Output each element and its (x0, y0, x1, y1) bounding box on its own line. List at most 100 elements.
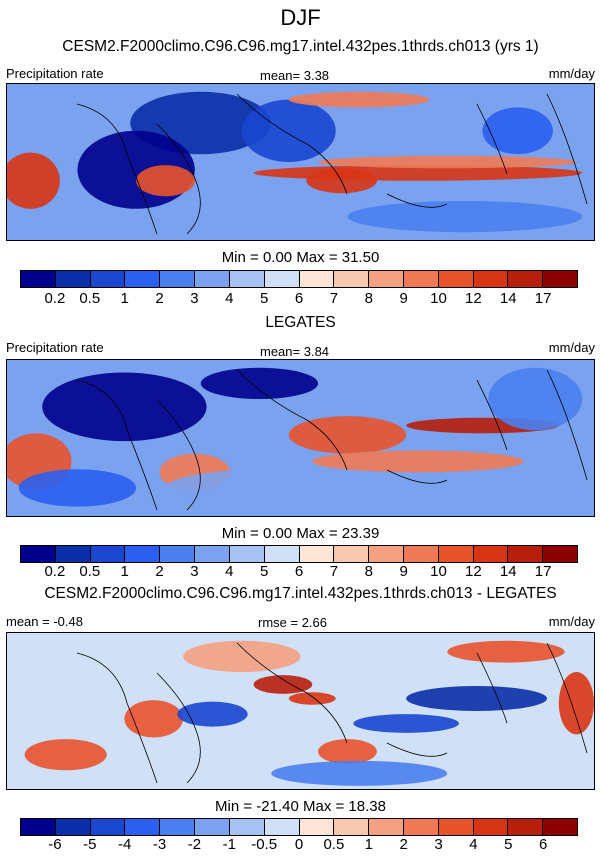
colorbar-tick-label: 2 (399, 836, 408, 853)
colorbar-swatch (195, 819, 230, 835)
field-region (271, 760, 448, 786)
colorbar-swatch (21, 819, 56, 835)
colorbar-tick-label: -3 (152, 836, 167, 853)
panel2-map (6, 359, 595, 517)
panel3-minmax: Min = -21.40 Max = 18.38 (215, 798, 386, 815)
field-region (200, 367, 319, 399)
panel3-colorbar-ticks: -6 -5 -4 -3 -2 -1 -0.5 0 0.5 1 2 3 4 5 6 (20, 836, 578, 854)
colorbar-swatch (125, 819, 161, 835)
panel2-units: mm/day (548, 340, 595, 355)
colorbar-swatch (264, 819, 300, 835)
colorbar-tick-label: 6 (294, 290, 304, 307)
colorbar-tick-label: 0.5 (79, 563, 101, 580)
field-region (124, 700, 184, 738)
colorbar-swatch (508, 819, 544, 835)
panel2-stat-label: mean= 3.84 (260, 344, 330, 359)
field-region (7, 152, 60, 209)
colorbar-swatch (334, 819, 370, 835)
field-region (253, 675, 313, 694)
field-region (288, 91, 430, 108)
panel1-units: mm/day (548, 66, 595, 81)
colorbar-tick-label: -0.5 (251, 836, 278, 853)
colorbar-tick-label: 2 (155, 290, 164, 307)
colorbar-tick-label: 17 (534, 563, 552, 580)
field-region (318, 155, 577, 169)
colorbar-swatch (438, 819, 474, 835)
colorbar-swatch (160, 546, 196, 562)
colorbar-tick-label: -4 (117, 836, 132, 853)
panel3-left-label: mean = -0.48 (6, 614, 83, 629)
colorbar-tick-label: 3 (190, 563, 199, 580)
colorbar-swatch (160, 271, 196, 287)
panel1-title: CESM2.F2000climo.C96.C96.mg17.intel.432p… (62, 38, 539, 55)
colorbar-tick-label: 12 (465, 290, 482, 307)
colorbar-tick-label: 9 (399, 563, 408, 580)
panel1-map (6, 83, 595, 241)
panel1-colorbar-ticks: 0.2 0.5 1 2 3 4 5 6 7 8 9 10 12 14 17 (20, 290, 578, 308)
colorbar-tick-label: 4 (225, 290, 234, 307)
colorbar-swatch (55, 819, 91, 835)
panel3-stat-label: rmse = 2.66 (258, 615, 328, 630)
colorbar-tick-label: 4 (225, 563, 234, 580)
colorbar-tick-label: 10 (430, 563, 447, 580)
field-region (347, 201, 583, 233)
colorbar-tick-label: 5 (504, 836, 513, 853)
coastline (76, 93, 588, 235)
colorbar-swatch (229, 819, 265, 835)
colorbar-swatch (508, 546, 544, 562)
colorbar-swatch (334, 546, 370, 562)
field-region (183, 640, 301, 672)
map-field (7, 360, 594, 516)
colorbar-tick-label: 0.2 (44, 290, 66, 307)
colorbar-swatch (229, 271, 265, 287)
panel2-title: LEGATES (265, 314, 336, 331)
field-region (318, 739, 377, 765)
colorbar-tick-label: 5 (259, 290, 269, 307)
colorbar-swatch (229, 546, 265, 562)
colorbar-swatch (125, 546, 161, 562)
field-region (312, 450, 524, 473)
colorbar-tick-label: 10 (430, 290, 447, 307)
colorbar-swatch (473, 546, 509, 562)
field-region (165, 469, 377, 507)
colorbar-tick-label: 14 (499, 563, 517, 580)
colorbar-swatch (403, 819, 439, 835)
field-region (482, 107, 553, 155)
field-region (136, 165, 195, 197)
colorbar-tick-label: 2 (155, 563, 164, 580)
field-region (288, 416, 407, 454)
colorbar-swatch (508, 271, 544, 287)
panel2-colorbar-ticks: 0.2 0.5 1 2 3 4 5 6 7 8 9 10 12 14 17 (20, 563, 578, 581)
colorbar-swatch (195, 546, 230, 562)
colorbar-tick-label: 7 (329, 290, 339, 307)
colorbar-tick-label: 0.5 (323, 836, 345, 853)
panel1-minmax: Min = 0.00 Max = 31.50 (221, 249, 380, 266)
colorbar-tick-label: 8 (364, 290, 373, 307)
coastline (76, 369, 588, 511)
colorbar-swatch (369, 546, 404, 562)
colorbar-tick-label: 5 (259, 563, 269, 580)
panel3-colorbar (20, 818, 578, 836)
panel3-title: CESM2.F2000climo.C96.C96.mg17.intel.432p… (44, 585, 557, 602)
panel2-left-label: Precipitation rate (6, 340, 104, 355)
colorbar-tick-label: -6 (48, 836, 62, 853)
colorbar-swatch (369, 819, 404, 835)
colorbar-tick-label: 1 (120, 563, 129, 580)
panel3-map (6, 632, 595, 790)
colorbar-swatch (543, 271, 577, 287)
colorbar-tick-label: 7 (329, 563, 339, 580)
colorbar-swatch (264, 271, 300, 287)
colorbar-tick-label: 17 (534, 290, 552, 307)
field-region (241, 99, 336, 162)
field-region (24, 739, 107, 771)
field-region (406, 686, 548, 711)
field-region (488, 367, 583, 431)
colorbar-tick-label: -5 (83, 836, 97, 853)
field-region (558, 672, 594, 735)
colorbar-tick-label: 0.5 (79, 290, 101, 307)
colorbar-swatch (55, 546, 91, 562)
map-field (7, 633, 594, 789)
colorbar-swatch (125, 271, 161, 287)
colorbar-swatch (21, 546, 56, 562)
colorbar-swatch (543, 546, 577, 562)
